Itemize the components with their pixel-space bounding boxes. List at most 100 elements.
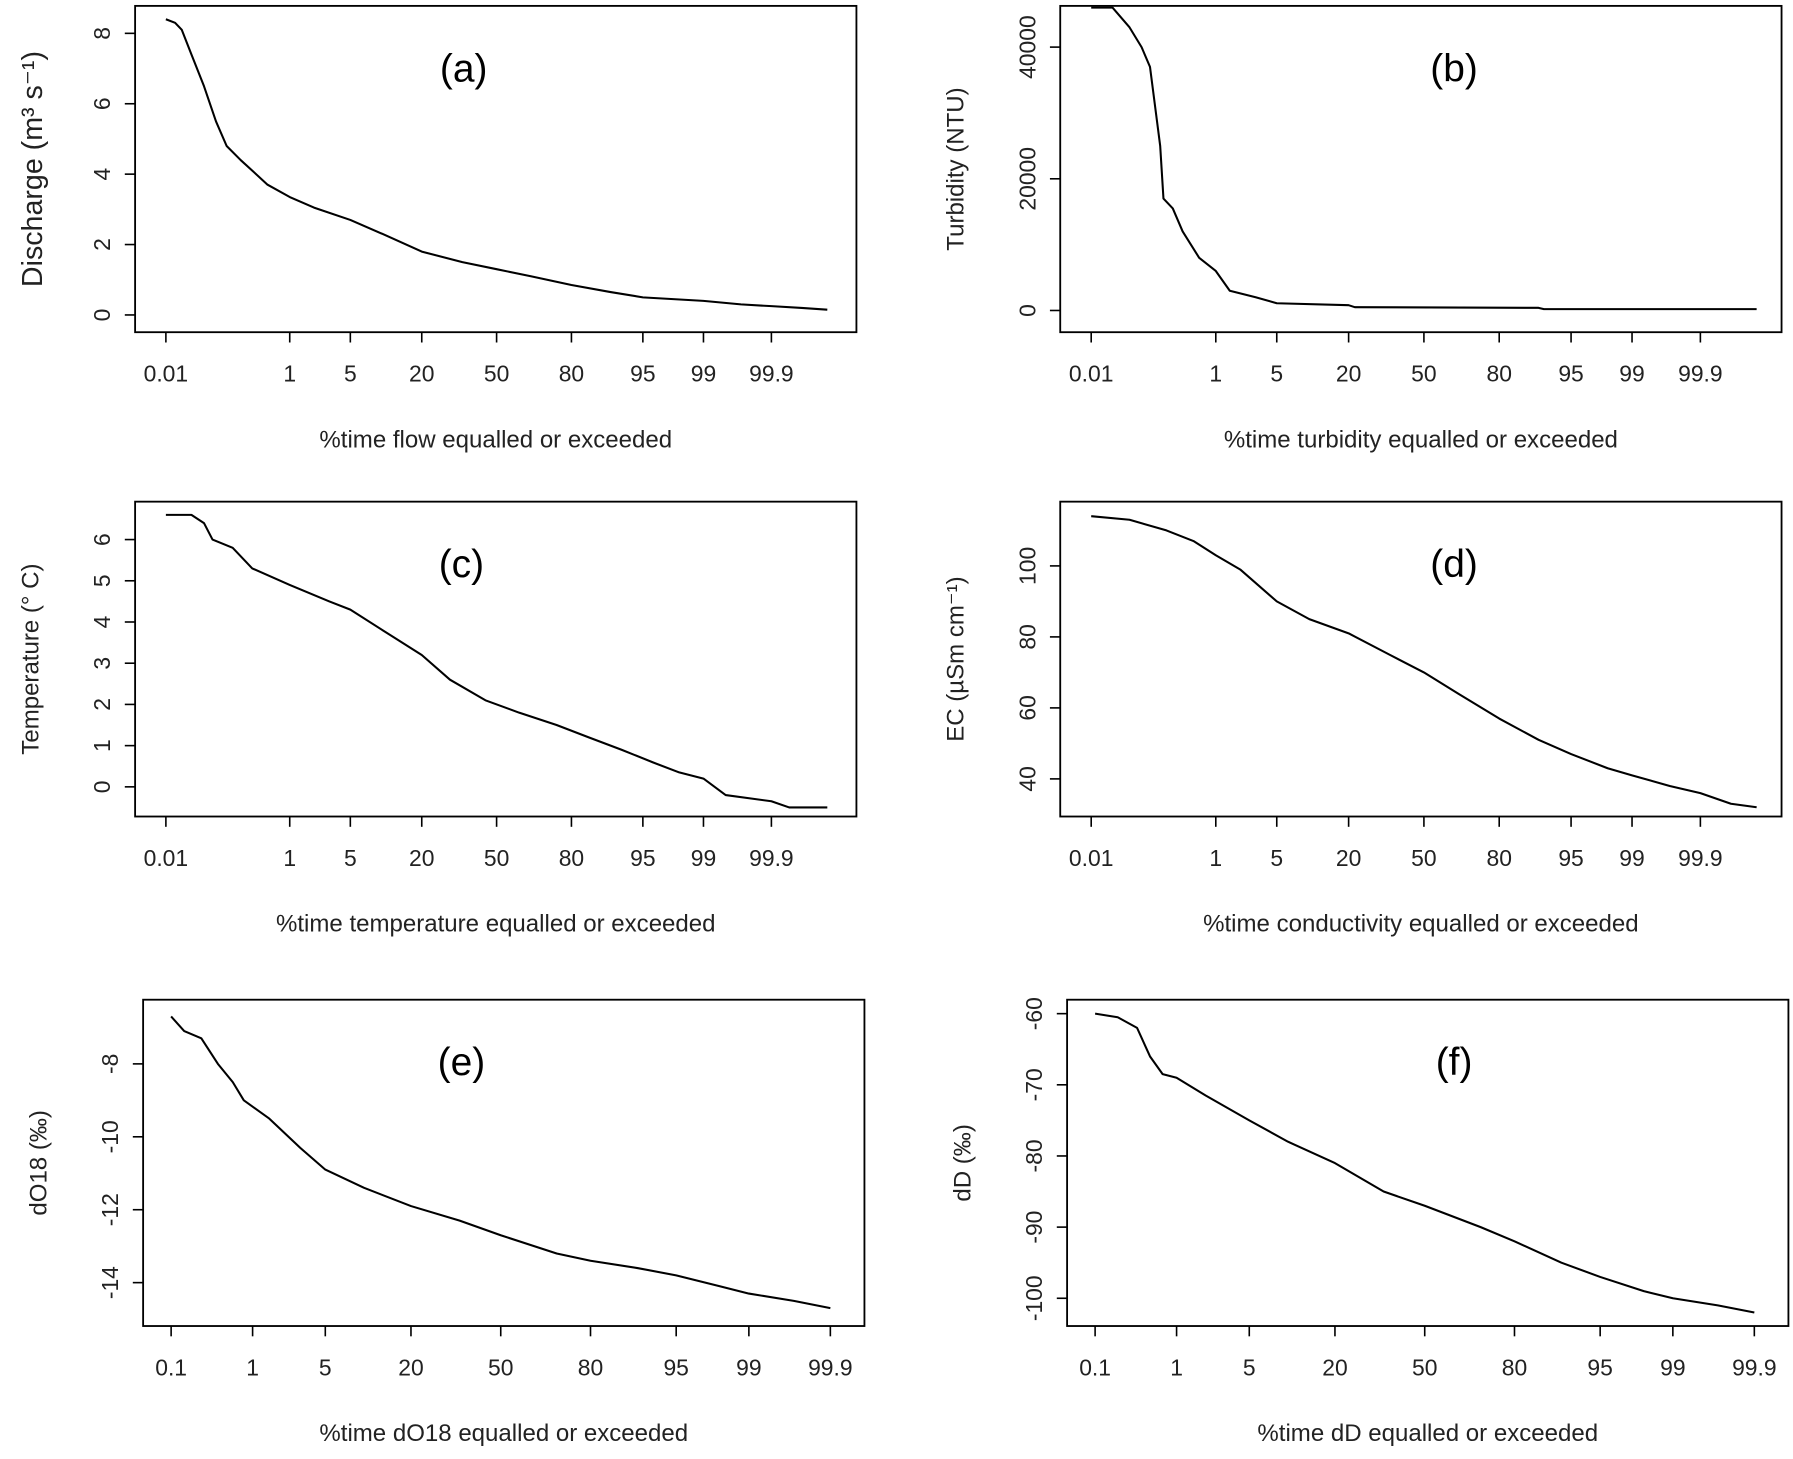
x-tick-label: 95 [1558, 845, 1583, 871]
y-tick-label: -12 [97, 1193, 123, 1226]
y-tick-label: 2 [89, 238, 115, 251]
x-tick-label: 20 [1322, 1355, 1347, 1381]
y-tick-label: 80 [1014, 624, 1040, 649]
x-tick-label: 95 [630, 845, 655, 871]
x-tick-label: 5 [344, 845, 357, 871]
x-axis-label: %time dO18 equalled or exceeded [319, 1420, 688, 1447]
x-tick-label: 99 [691, 361, 716, 387]
y-axis-label: Temperature (° C) [17, 563, 44, 754]
y-tick-label: 100 [1014, 547, 1040, 585]
data-line [165, 18, 828, 311]
y-tick-label: 2 [89, 698, 115, 711]
x-tick-label: 80 [1486, 845, 1511, 871]
y-tick-label: 1 [89, 739, 115, 752]
data-line [1091, 6, 1757, 311]
x-tick-label: 95 [663, 1355, 688, 1381]
x-tick-label: 20 [1336, 361, 1361, 387]
x-tick-label: 1 [1209, 845, 1222, 871]
panel-title: (c) [439, 543, 484, 586]
plot-frame [1059, 4, 1783, 334]
data-line [165, 513, 828, 809]
x-tick-label: 95 [630, 361, 655, 387]
x-tick-label: 95 [1587, 1355, 1612, 1381]
y-tick-label: -100 [1021, 1275, 1047, 1321]
y-axis-label: Turbidity (NTU) [943, 87, 970, 250]
x-tick-label: 20 [398, 1355, 423, 1381]
y-tick-label: 60 [1014, 695, 1040, 720]
x-tick-label: 0.01 [144, 845, 189, 871]
plot-frame [1066, 998, 1790, 1327]
x-tick-label: 99.9 [1732, 1355, 1777, 1381]
x-tick-label: 50 [488, 1355, 513, 1381]
x-tick-label: 1 [246, 1355, 259, 1381]
y-tick-label: 0 [89, 780, 115, 793]
y-tick-label: -70 [1021, 1068, 1047, 1101]
x-axis-label: %time conductivity equalled or exceeded [1203, 911, 1638, 938]
y-tick-label: -90 [1021, 1211, 1047, 1244]
x-tick-label: 99 [691, 845, 716, 871]
x-tick-label: 99.9 [1678, 361, 1723, 387]
x-tick-label: 80 [559, 361, 584, 387]
plot-frame [142, 998, 866, 1327]
y-tick-label: 4 [89, 615, 115, 628]
x-tick-label: 50 [1412, 1355, 1437, 1381]
y-axis-label: dD (‰) [949, 1124, 976, 1201]
y-tick-label: -14 [97, 1266, 123, 1299]
x-tick-label: 0.1 [155, 1355, 187, 1381]
x-tick-label: 20 [409, 361, 434, 387]
x-tick-label: 1 [283, 845, 296, 871]
y-tick-label: 40 [1014, 766, 1040, 791]
panel-title: (e) [438, 1041, 486, 1084]
y-tick-label: 8 [89, 27, 115, 40]
y-tick-label: 6 [89, 533, 115, 546]
panel-title: (f) [1436, 1041, 1473, 1084]
x-tick-label: 80 [1486, 361, 1511, 387]
x-tick-label: 99 [1660, 1355, 1685, 1381]
x-tick-label: 0.01 [1069, 361, 1114, 387]
y-tick-label: -10 [97, 1120, 123, 1153]
x-tick-label: 20 [409, 845, 434, 871]
x-tick-label: 5 [344, 361, 357, 387]
plot-frame [134, 500, 858, 818]
x-tick-label: 80 [1502, 1355, 1527, 1381]
x-tick-label: 99.9 [1678, 845, 1723, 871]
plot-frame [1059, 500, 1783, 818]
x-tick-label: 99.9 [749, 361, 794, 387]
data-line [170, 1015, 831, 1310]
x-tick-label: 5 [319, 1355, 332, 1381]
x-tick-label: 0.01 [1069, 845, 1114, 871]
x-tick-label: 99 [1619, 845, 1644, 871]
x-tick-label: 99 [1619, 361, 1644, 387]
x-tick-label: 99.9 [749, 845, 794, 871]
y-tick-label: 0 [1014, 304, 1040, 317]
x-tick-label: 80 [578, 1355, 603, 1381]
y-tick-label: -80 [1021, 1139, 1047, 1172]
y-axis-label: EC (µSm cm⁻¹) [943, 576, 970, 741]
y-tick-label: 6 [89, 97, 115, 110]
x-tick-label: 0.01 [144, 361, 189, 387]
x-tick-label: 50 [484, 361, 509, 387]
data-line [1091, 515, 1757, 809]
y-tick-label: 40000 [1014, 15, 1040, 79]
panel-title: (b) [1430, 47, 1478, 90]
x-tick-label: 0.1 [1079, 1355, 1111, 1381]
panel-title: (d) [1430, 543, 1478, 586]
y-tick-label: -8 [97, 1054, 123, 1074]
x-tick-label: 5 [1270, 845, 1283, 871]
y-axis-label: Discharge (m³ s⁻¹) [17, 51, 49, 287]
y-tick-label: 5 [89, 574, 115, 587]
x-tick-label: 80 [559, 845, 584, 871]
y-axis-label: dO18 (‰) [25, 1110, 52, 1216]
x-axis-label: %time temperature equalled or exceeded [276, 911, 715, 938]
x-tick-label: 95 [1558, 361, 1583, 387]
y-tick-label: 3 [89, 657, 115, 670]
x-tick-label: 99 [736, 1355, 761, 1381]
x-tick-label: 20 [1336, 845, 1361, 871]
x-tick-label: 1 [283, 361, 296, 387]
x-tick-label: 5 [1243, 1355, 1256, 1381]
y-tick-label: 0 [89, 309, 115, 322]
x-axis-label: %time turbidity equalled or exceeded [1224, 426, 1618, 453]
y-tick-label: -60 [1021, 997, 1047, 1030]
x-axis-label: %time dD equalled or exceeded [1257, 1420, 1598, 1447]
